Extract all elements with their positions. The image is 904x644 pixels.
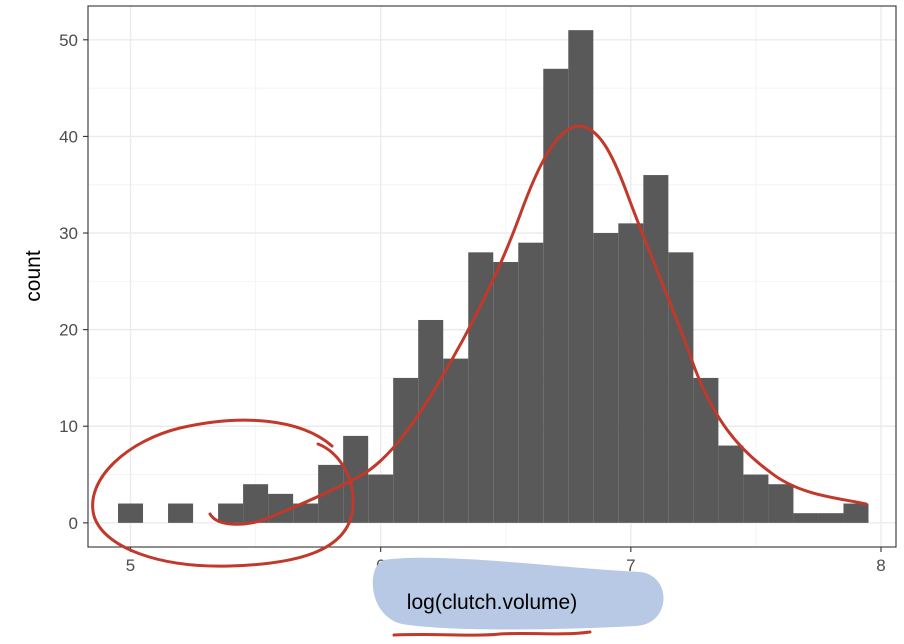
- histogram-bar: [393, 377, 419, 523]
- histogram-bar: [618, 223, 644, 523]
- histogram-bar: [118, 503, 144, 523]
- histogram-bar: [793, 513, 819, 523]
- histogram-bar: [468, 252, 494, 523]
- histogram-bar: [818, 513, 844, 523]
- histogram-bar: [593, 233, 619, 523]
- y-tick-label: 40: [59, 127, 78, 146]
- y-tick-label: 0: [69, 514, 78, 533]
- density-curve-annotation: [208, 124, 868, 526]
- histogram-bar: [443, 358, 469, 523]
- histogram-bar: [743, 474, 769, 523]
- xlabel-underline: [392, 630, 592, 637]
- histogram-bar: [293, 503, 319, 523]
- y-tick-label: 20: [59, 321, 78, 340]
- y-tick-label: 50: [59, 31, 78, 50]
- histogram-bar: [518, 242, 544, 523]
- y-tick-label: 30: [59, 224, 78, 243]
- x-axis-title: log(clutch.volume): [407, 591, 577, 614]
- histogram-bar: [168, 503, 194, 523]
- histogram-bar: [218, 503, 244, 523]
- panel-border: [87, 5, 897, 548]
- histogram-bar: [493, 262, 519, 523]
- histogram-bar: [718, 445, 744, 523]
- histogram-bar: [693, 377, 719, 523]
- histogram-bar: [643, 175, 669, 523]
- histogram-bar: [768, 484, 794, 523]
- histogram-bar: [418, 319, 444, 523]
- histogram-bar: [543, 68, 569, 523]
- histogram-bar: [668, 252, 694, 523]
- x-tick-label: 7: [626, 556, 635, 575]
- histogram-bars: [118, 30, 869, 523]
- histogram-bar: [368, 474, 394, 523]
- xlabel-highlight: [372, 557, 664, 630]
- y-tick-label: 10: [59, 417, 78, 436]
- histogram-bar: [243, 484, 269, 523]
- x-tick-label: 8: [876, 556, 885, 575]
- left-tail-circle-annotation: [91, 418, 355, 568]
- axis-tick-labels: 567801020304050: [59, 31, 886, 575]
- y-axis-title: count: [22, 250, 45, 302]
- x-tick-label: 5: [126, 556, 135, 575]
- histogram-bar: [843, 503, 869, 523]
- histogram-bar: [568, 30, 594, 523]
